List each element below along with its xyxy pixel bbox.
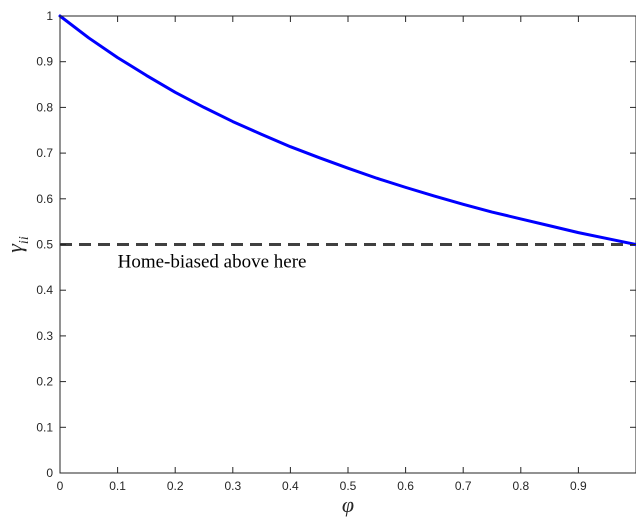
x-tick-label: 0.5 (340, 479, 357, 493)
y-axis-label-subscript: ii (17, 236, 32, 244)
y-tick-label: 1 (46, 9, 53, 23)
x-axis: 0 0.1 0.2 0.3 0.4 0.5 0.6 0.7 0.8 0.9 (57, 16, 587, 493)
y-tick-label: 0.8 (36, 100, 53, 114)
x-tick-label: 0.1 (109, 479, 126, 493)
series-layer (58, 14, 636, 246)
x-tick-label: 0.6 (397, 479, 414, 493)
y-tick-label: 0.3 (36, 329, 53, 343)
x-tick-label: 0.7 (455, 479, 472, 493)
annotation-text: Home-biased above here (118, 251, 307, 272)
x-tick-label: 0.8 (512, 479, 529, 493)
x-tick-label: 0 (57, 479, 64, 493)
y-tick-label: 0.1 (36, 420, 53, 434)
x-axis-label: φ (342, 492, 354, 517)
x-tick-label: 0.4 (282, 479, 299, 493)
y-axis: 0 0.1 0.2 0.3 0.4 0.5 0.6 0.7 0.8 0.9 1 (36, 9, 636, 480)
y-tick-label: 0.5 (36, 238, 53, 252)
x-tick-label: 0.9 (570, 479, 587, 493)
annotations: Home-biased above here (118, 251, 307, 272)
y-tick-label: 0.2 (36, 375, 53, 389)
y-axis-label-main: γ (2, 243, 27, 253)
y-tick-label: 0.7 (36, 146, 53, 160)
y-axis-label: γii (2, 236, 32, 253)
y-tick-label: 0 (46, 466, 53, 480)
x-tick-label: 0.2 (167, 479, 184, 493)
y-tick-label: 0.6 (36, 192, 53, 206)
series-line-0 (58, 14, 636, 246)
y-tick-label: 0.4 (36, 283, 53, 297)
y-tick-label: 0.9 (36, 55, 53, 69)
x-tick-label: 0.3 (224, 479, 241, 493)
